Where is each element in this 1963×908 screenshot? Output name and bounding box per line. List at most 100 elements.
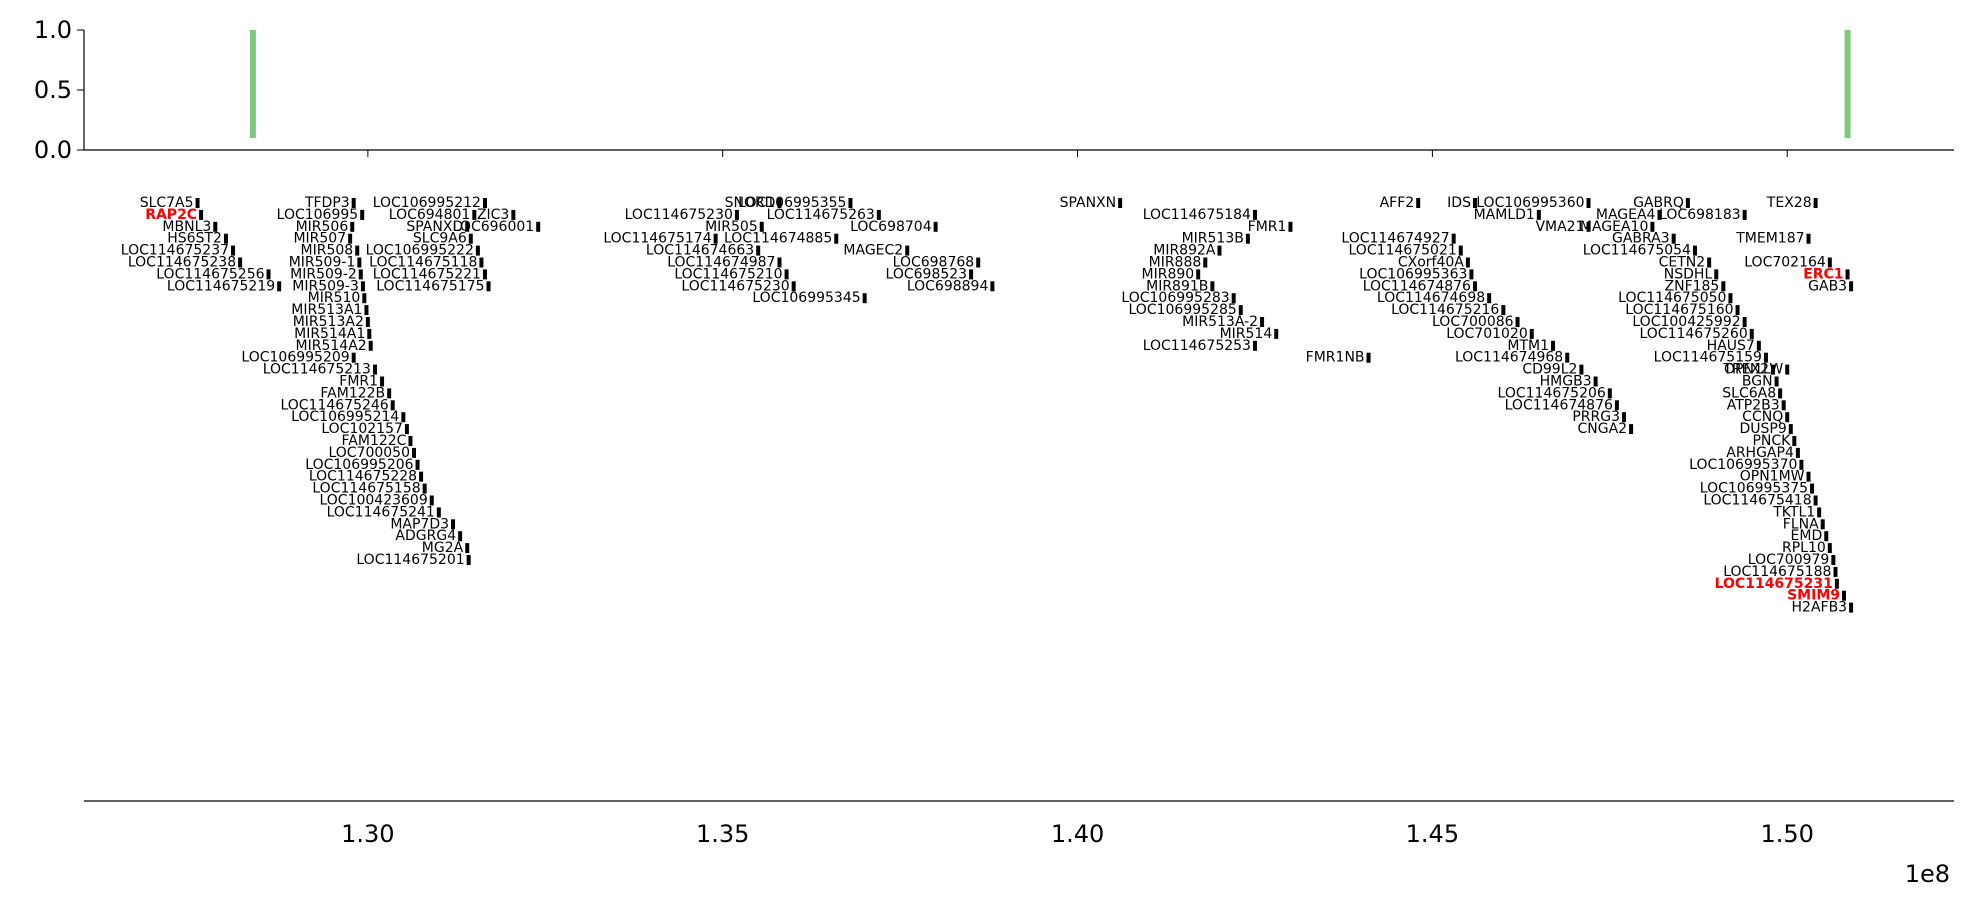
gene-label-14: MIR509-2 (290, 266, 357, 282)
gene-label-79: FMR1NB (1306, 350, 1365, 366)
gene-marker-48 (536, 221, 541, 232)
gene-marker-99 (1614, 400, 1619, 411)
gene-label-23: FMR1 (339, 374, 378, 390)
gene-marker-105 (1742, 209, 1747, 220)
gene-label-0: SLC7A5 (140, 195, 194, 211)
gene-marker-84 (1586, 221, 1591, 232)
gene-marker-13 (357, 257, 362, 268)
gene-marker-66 (1118, 198, 1123, 208)
gene-marker-10 (350, 221, 355, 232)
gene-label-142: GAB3 (1808, 278, 1847, 294)
gene-marker-100 (1622, 412, 1626, 423)
gene-marker-59 (876, 209, 881, 220)
gene-label-5: LOC114675238 (128, 255, 236, 271)
gene-label-119: BGN (1742, 374, 1773, 390)
gene-marker-68 (1288, 221, 1293, 232)
gene-marker-132 (1824, 531, 1829, 542)
gene-label-90: LOC114674698 (1377, 290, 1485, 306)
gene-label-8: TFDP3 (304, 195, 350, 211)
gene-marker-93 (1529, 328, 1534, 339)
gene-label-94: MTM1 (1507, 338, 1549, 354)
gene-label-20: MIR514A2 (296, 338, 367, 354)
gene-label-4: LOC114675237 (121, 243, 229, 259)
gene-marker-140 (1827, 257, 1832, 268)
gene-label-29: LOC700050 (328, 445, 410, 461)
gene-label-6: LOC114675256 (156, 266, 264, 282)
x-tick-label-3: 1.45 (1406, 820, 1459, 848)
gene-label-127: OPN1MW (1740, 469, 1805, 485)
gene-label-75: LOC106995285 (1129, 302, 1237, 318)
gene-label-124: PNCK (1752, 433, 1791, 449)
top-panel: 0.0 0.5 1.0 (34, 16, 1954, 164)
gene-marker-38 (466, 555, 471, 565)
gene-label-11: MIR507 (293, 231, 346, 247)
gene-label-15: MIR509-3 (292, 278, 359, 294)
gene-label-83: LOC106995360 (1476, 195, 1584, 211)
gene-label-1: RAP2C (145, 207, 197, 223)
gene-label-28: FAM122C (342, 433, 407, 449)
gene-marker-56 (791, 281, 796, 292)
gene-marker-123 (1788, 424, 1793, 435)
gene-label-114: LOC100425992 (1632, 314, 1740, 330)
gene-marker-119 (1774, 376, 1779, 387)
gene-marker-75 (1238, 305, 1243, 316)
gene-marker-21 (351, 352, 356, 363)
gene-marker-24 (387, 388, 392, 399)
gene-label-118: TREX2 (1722, 362, 1769, 378)
gene-label-24: FAM122B (320, 385, 385, 401)
gene-marker-60 (933, 221, 938, 232)
gene-label-19: MIR514A1 (294, 326, 365, 342)
gene-label-43: LOC106995222 (366, 243, 474, 259)
gene-marker-72 (1196, 269, 1201, 280)
gene-marker-6 (266, 269, 271, 280)
gene-marker-16 (362, 293, 367, 304)
gene-label-121: ATP2B3 (1727, 397, 1780, 413)
gene-label-135: LOC114675188 (1723, 564, 1831, 580)
gene-marker-17 (364, 305, 369, 316)
gene-label-16: MIR510 (308, 290, 361, 306)
gene-label-115: LOC114675260 (1639, 326, 1747, 342)
gene-marker-49 (777, 198, 782, 208)
gene-label-110: NSDHL (1664, 266, 1713, 282)
gene-label-72: MIR890 (1142, 266, 1195, 282)
gene-label-96: CD99L2 (1522, 362, 1577, 378)
gene-label-95: LOC114674968 (1455, 350, 1563, 366)
gene-label-111: ZNF185 (1665, 278, 1720, 294)
gene-marker-71 (1203, 257, 1208, 268)
gene-marker-109 (1707, 257, 1712, 268)
gene-marker-137 (1842, 590, 1846, 601)
top-bar-0 (249, 30, 256, 138)
gene-label-69: MIR513B (1182, 231, 1244, 247)
gene-label-141: ERC1 (1803, 266, 1843, 282)
gene-label-53: LOC114674663 (646, 243, 754, 259)
gene-label-2: MBNL3 (162, 219, 211, 235)
gene-label-57: LOC106995345 (752, 290, 860, 306)
gene-label-38: LOC114675201 (356, 552, 464, 568)
gene-label-84: VMA21 (1535, 219, 1584, 235)
gene-label-41: SPANXD (406, 219, 463, 235)
gene-marker-30 (415, 459, 420, 470)
gene-marker-110 (1714, 269, 1719, 280)
gene-label-40: LOC694801 (389, 207, 471, 223)
gene-label-113: LOC114675160 (1625, 302, 1733, 318)
gene-label-65: LOC698894 (907, 278, 989, 294)
gene-marker-124 (1792, 436, 1797, 446)
gene-marker-12 (355, 245, 360, 256)
gene-marker-108 (1692, 245, 1697, 256)
gene-label-34: LOC114675241 (327, 504, 435, 520)
gene-label-3: HS6ST2 (167, 231, 222, 247)
gene-label-35: MAP7D3 (390, 516, 449, 532)
gene-marker-7 (277, 281, 282, 292)
gene-marker-78 (1252, 340, 1257, 351)
gene-label-132: EMD (1791, 528, 1823, 544)
gene-label-131: FLNA (1783, 516, 1819, 532)
gene-label-85: LOC114674927 (1341, 231, 1449, 247)
gene-marker-89 (1472, 281, 1477, 292)
gene-marker-18 (365, 317, 370, 327)
gene-marker-125 (1795, 447, 1800, 458)
gene-label-49: SNORD (725, 195, 776, 211)
gene-label-104: MAGEA4 (1596, 207, 1656, 223)
gene-label-106: MAGEA10 (1580, 219, 1649, 235)
gene-marker-58 (848, 198, 853, 208)
